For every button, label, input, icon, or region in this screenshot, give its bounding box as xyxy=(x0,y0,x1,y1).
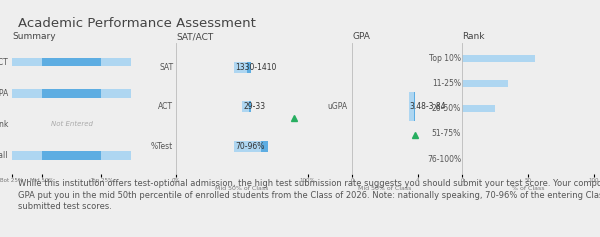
Bar xyxy=(101,58,131,66)
Bar xyxy=(42,58,101,66)
Bar xyxy=(42,151,101,160)
Text: Rank: Rank xyxy=(0,120,8,129)
Text: GPA: GPA xyxy=(0,89,8,98)
Text: 29-33: 29-33 xyxy=(243,102,265,111)
Bar xyxy=(463,55,535,62)
Text: 11-25%: 11-25% xyxy=(432,79,461,88)
Bar xyxy=(12,151,42,160)
Bar xyxy=(463,80,508,87)
Text: 1330-1410: 1330-1410 xyxy=(235,63,277,72)
Bar xyxy=(409,91,415,121)
Bar xyxy=(260,141,268,152)
Text: 70-96%: 70-96% xyxy=(235,142,265,151)
Text: 26-50%: 26-50% xyxy=(432,104,461,113)
Text: Rank: Rank xyxy=(463,32,485,41)
Text: SAT/ACT: SAT/ACT xyxy=(176,32,213,41)
Text: SAT: SAT xyxy=(159,63,173,72)
Text: %Test: %Test xyxy=(151,142,173,151)
Text: uGPA: uGPA xyxy=(327,102,347,111)
Bar xyxy=(413,91,415,121)
Text: 51-75%: 51-75% xyxy=(432,129,461,138)
Bar xyxy=(234,141,268,152)
Text: SAT/ACT: SAT/ACT xyxy=(0,58,8,67)
Text: Summary: Summary xyxy=(12,32,56,41)
Bar xyxy=(42,89,101,98)
Text: Not Entered: Not Entered xyxy=(50,121,92,127)
Text: 3.48-3.84: 3.48-3.84 xyxy=(410,102,446,111)
Bar xyxy=(249,101,251,112)
Text: ACT: ACT xyxy=(158,102,173,111)
Text: GPA: GPA xyxy=(352,32,370,41)
Text: 76-100%: 76-100% xyxy=(427,155,461,164)
X-axis label: % of Class: % of Class xyxy=(512,186,544,191)
Text: Overall: Overall xyxy=(0,151,8,160)
Bar xyxy=(12,89,42,98)
X-axis label: Mid 50% of Class: Mid 50% of Class xyxy=(215,186,268,191)
X-axis label: Mid 50% of Class: Mid 50% of Class xyxy=(358,186,412,191)
Text: Academic Performance Assessment: Academic Performance Assessment xyxy=(18,17,256,30)
Text: While this institution offers test-optional admission, the high test submission : While this institution offers test-optio… xyxy=(18,179,600,211)
Bar xyxy=(101,89,131,98)
Bar xyxy=(463,105,495,112)
Text: Top 10%: Top 10% xyxy=(429,54,461,63)
Bar xyxy=(234,62,251,73)
Bar xyxy=(247,62,251,73)
Bar xyxy=(12,58,42,66)
Bar xyxy=(101,151,131,160)
Bar xyxy=(242,101,251,112)
